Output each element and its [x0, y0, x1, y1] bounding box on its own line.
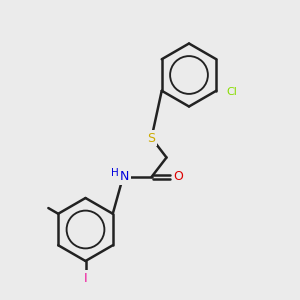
Text: O: O: [173, 170, 183, 184]
Text: H: H: [111, 168, 119, 178]
Text: S: S: [148, 131, 155, 145]
Text: N: N: [120, 170, 129, 184]
Text: I: I: [84, 272, 87, 285]
Text: Cl: Cl: [227, 87, 238, 97]
